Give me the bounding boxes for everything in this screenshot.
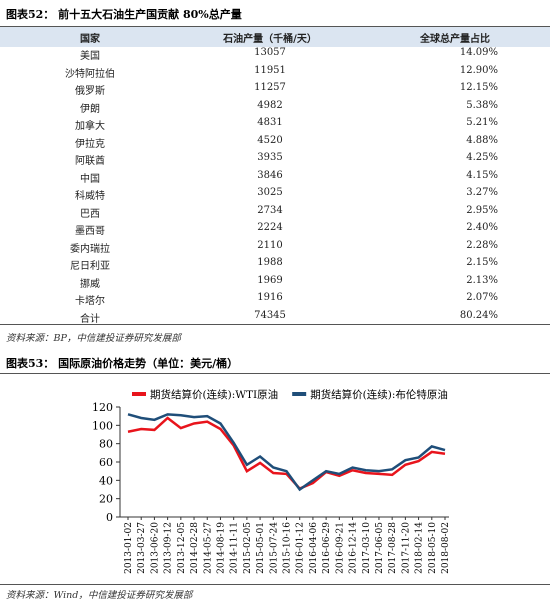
table-cell: 11951 [254,64,286,76]
table-cell: 2110 [257,239,283,251]
x-tick-label: 2016-01-12 [296,522,306,574]
chart-bottom-rule [0,584,550,585]
chart-title: 图表53： 国际原油价格走势（单位：美元/桶） [6,357,239,370]
table-cell: 2734 [257,204,283,216]
table-cell: 3846 [257,169,283,181]
x-tick-label: 2015-07-24 [269,522,279,574]
table-cell: 1916 [257,292,283,303]
table-cell: 委内瑞拉 [70,243,110,255]
y-tick-label: 0 [106,511,113,524]
x-tick-label: 2018-02-14 [415,522,425,574]
y-tick-label: 60 [99,456,113,469]
table-cell: 2.40% [466,222,498,233]
table-cell: 2224 [257,222,283,233]
x-tick-label: 2015-05-01 [256,522,266,574]
table-cell: 加拿大 [75,121,105,132]
table-cell: 2.95% [466,204,498,216]
table-cell: 挪威 [80,278,100,290]
column-header: 全球总产量占比 [420,34,490,45]
x-tick-label: 2016-09-21 [335,522,345,574]
table-cell: 1988 [257,257,283,268]
table-cell: 4.88% [466,134,498,146]
x-tick-label: 2013-12-05 [177,522,187,574]
x-tick-label: 2017-06-05 [375,522,385,574]
table-cell: 2.07% [466,292,498,303]
x-tick-label: 2013-09-12 [164,522,174,574]
table-cell: 2.28% [466,239,498,251]
table-cell: 4.15% [466,169,498,181]
x-tick-label: 2013-03-27 [137,522,147,574]
y-tick-label: 40 [99,474,113,487]
y-tick-label: 120 [92,401,113,414]
x-tick-label: 2017-08-28 [388,522,398,574]
x-tick-label: 2014-05-27 [203,522,213,574]
data-line [127,413,446,492]
y-tick-label: 80 [99,438,113,451]
table-cell: 3935 [257,152,283,163]
table-cell: 74345 [254,309,286,321]
column-header: 石油产量（千桶/天） [223,34,317,45]
legend-label: 期货结算价(连续):WTI原油 [150,388,278,401]
table-cell: 俄罗斯 [75,86,105,97]
table-cell: 12.15% [459,82,498,93]
table-cell: 5.21% [466,117,498,128]
table-cell: 12.90% [459,64,498,76]
table-cell: 沙特阿拉伯 [65,68,115,80]
x-tick-label: 2013-01-02 [124,522,134,574]
x-tick-label: 2014-08-19 [216,522,226,574]
chart-source: 资料来源：Wind，中信建投证券研究发展部 [6,590,193,601]
table-cell: 4982 [257,99,283,111]
table-cell: 伊拉克 [75,138,105,150]
table-cell: 3.27% [466,187,498,198]
legend-label: 期货结算价(连续):布伦特原油 [310,388,448,401]
table-cell: 4.25% [466,152,498,163]
table-cell: 科威特 [75,191,105,202]
table-cell: 13057 [254,47,286,58]
table-cell: 美国 [80,51,100,62]
x-tick-label: 2016-12-14 [349,522,359,574]
table-cell: 阿联酋 [75,156,105,167]
x-tick-label: 2018-05-10 [428,522,438,574]
table-cell: 14.09% [459,47,498,58]
table-cell: 11257 [254,82,286,93]
x-tick-label: 2016-06-29 [322,522,332,574]
table-cell: 尼日利亚 [70,261,110,272]
table-source: 资料来源：BP，中信建投证券研究发展部 [6,333,181,344]
table-cell: 2.13% [466,274,498,286]
table-cell: 3025 [257,187,283,198]
table-cell: 卡塔尔 [75,296,105,307]
column-header: 国家 [80,34,100,45]
data-line [127,416,446,491]
table-cell: 巴西 [80,208,100,220]
table-cell: 中国 [80,173,100,185]
table-cell: 墨西哥 [75,226,105,237]
x-tick-label: 2017-11-20 [401,522,411,574]
table-cell: 2.15% [466,257,498,268]
x-tick-label: 2014-11-11 [230,522,240,574]
table-header-bg [0,26,550,47]
table-bottom-rule [0,324,550,325]
table-cell: 80.24% [459,309,498,321]
table-cell: 5.38% [466,99,498,111]
table-cell: 伊朗 [80,103,100,115]
y-tick-label: 100 [92,419,113,432]
x-tick-label: 2015-10-16 [283,522,293,574]
x-tick-label: 2014-02-28 [190,522,200,574]
y-tick-label: 20 [99,493,113,506]
table-title: 图表52： 前十五大石油生产国贡献 80%总产量 [6,8,242,21]
table-cell: 4831 [257,117,283,128]
x-tick-label: 2015-02-05 [243,522,253,574]
x-tick-label: 2013-06-20 [150,522,160,574]
table-cell: 4520 [257,134,283,146]
table-cell: 1969 [257,274,283,286]
table-cell: 合计 [80,313,100,325]
x-tick-label: 2018-08-02 [441,522,451,574]
chart-top-rule [0,373,550,374]
x-tick-label: 2017-03-10 [362,522,372,574]
x-tick-label: 2016-04-06 [309,522,319,574]
